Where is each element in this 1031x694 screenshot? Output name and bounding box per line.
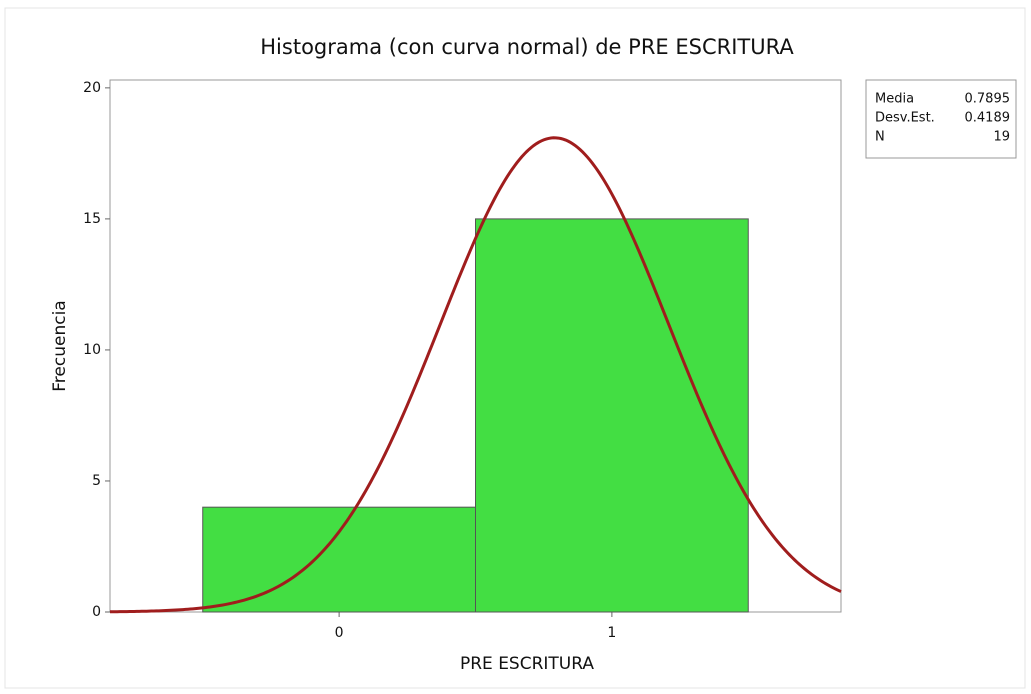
stat-value: 0.7895 (965, 92, 1011, 107)
chart-title: Histograma (con curva normal) de PRE ESC… (260, 35, 794, 59)
stats-box (865, 79, 1017, 159)
stat-value: 0.4189 (965, 111, 1011, 126)
bar (475, 218, 749, 613)
bar (202, 506, 476, 613)
x-axis-label: PRE ESCRITURA (460, 654, 594, 674)
y-axis-label: Frecuencia (50, 300, 70, 391)
stat-label: N (875, 130, 885, 145)
x-tick-label: 0 (335, 625, 344, 641)
x-tick-label: 1 (607, 625, 616, 641)
normal-curve (109, 136, 842, 614)
y-tick-label: 10 (83, 342, 101, 358)
y-tick-label: 20 (83, 80, 101, 96)
y-tick-label: 0 (92, 604, 101, 620)
stat-label: Desv.Est. (875, 111, 935, 126)
y-tick-label: 5 (92, 473, 101, 489)
y-tick-label: 15 (83, 211, 101, 227)
stat-label: Media (875, 92, 914, 107)
stat-value: 19 (993, 130, 1010, 145)
